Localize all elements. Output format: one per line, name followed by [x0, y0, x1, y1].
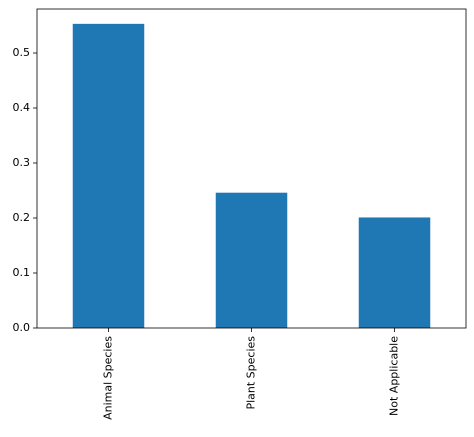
y-tick-label: 0.1 [13, 266, 31, 279]
bar [358, 217, 431, 328]
x-tick-label: Plant Species [245, 336, 258, 410]
bar [72, 23, 145, 328]
y-tick-label: 0.2 [13, 211, 31, 224]
y-tick-label: 0.4 [13, 101, 31, 114]
axes-frame [36, 8, 467, 329]
y-tick-label: 0.3 [13, 156, 31, 169]
y-tick-label: 0.5 [13, 46, 31, 59]
x-tick-label: Not Applicable [388, 336, 401, 416]
bar [215, 192, 288, 328]
y-tick-label: 0.0 [13, 321, 31, 334]
x-tick-label: Animal Species [102, 336, 115, 420]
